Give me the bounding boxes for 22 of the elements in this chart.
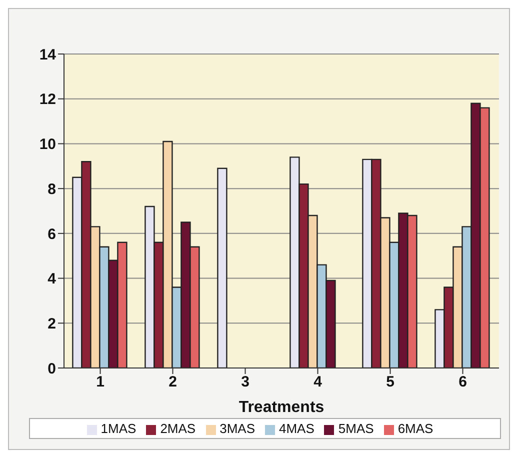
y-tick-label: 14 [39,46,57,64]
legend-label: 6MAS [398,421,434,436]
x-tick-label: 2 [168,374,177,391]
y-tick-label: 0 [48,360,56,378]
y-tick-label: 12 [39,91,56,108]
x-tick-label: 1 [96,374,104,391]
legend-label: 3MAS [220,421,255,436]
x-tick-label: 5 [386,374,394,391]
y-tick-label: 6 [48,226,56,243]
x-tick-label: 4 [314,374,323,391]
legend-label: 4MAS [279,421,314,436]
y-tick-label: 8 [48,180,56,198]
bar [217,168,228,368]
y-tick-label: 4 [48,270,57,288]
legend-label: 1MAS [100,421,136,436]
y-tick-label: 2 [48,315,56,332]
x-tick-label: 6 [458,374,467,391]
legend-label: 5MAS [338,421,374,436]
y-tick-label: 10 [39,136,56,154]
x-tick-label: 3 [241,374,250,391]
x-axis-title: Treatments [238,399,324,416]
legend-label: 2MAS [160,421,196,436]
